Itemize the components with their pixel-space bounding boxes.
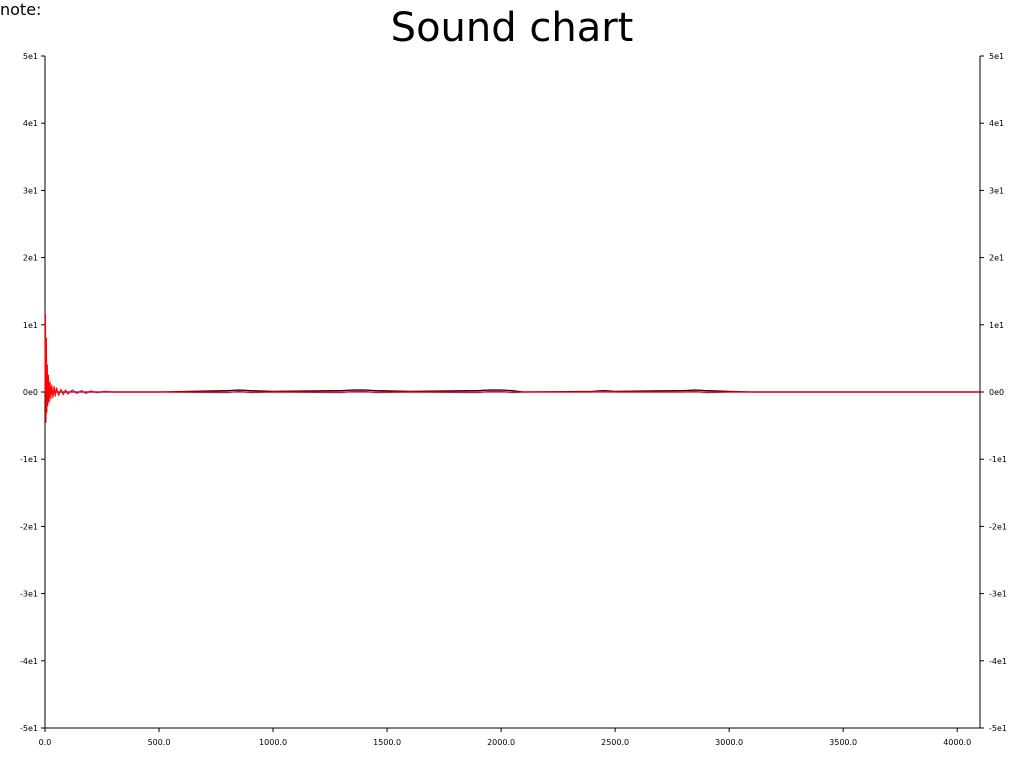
y-tick-label-left: -1e1 [20, 455, 38, 464]
y-tick-label-right: -4e1 [989, 657, 1007, 666]
series-line-2 [44, 314, 980, 423]
x-tick-label: 3000.0 [715, 738, 743, 747]
y-tick-label-right: 3e1 [989, 186, 1004, 195]
y-tick-label-right: 0e0 [989, 388, 1004, 397]
chart-title: Sound chart [390, 5, 634, 51]
x-tick-label: 2000.0 [487, 738, 515, 747]
y-tick-label-left: 4e1 [23, 119, 38, 128]
chart-axes: 5e1 5e1 4e1 4e1 3e1 3e1 2e1 2e1 1e1 1e1 0e0 0e0 -1e1… [20, 52, 1007, 747]
chart-series-group [44, 314, 980, 423]
y-tick-label-left: 5e1 [23, 52, 38, 61]
y-tick-label-left: 3e1 [23, 186, 38, 195]
x-tick-label: 4000.0 [943, 738, 971, 747]
y-tick-label-left: -4e1 [20, 657, 38, 666]
y-tick-label-right: 1e1 [989, 321, 1004, 330]
y-tick-label-left: 1e1 [23, 321, 38, 330]
y-tick-label-left: 0e0 [23, 388, 38, 397]
y-tick-label-right: -3e1 [989, 590, 1007, 599]
x-tick-label: 3500.0 [829, 738, 857, 747]
note-label: note: [0, 0, 42, 19]
y-tick-label-left: 2e1 [23, 254, 38, 263]
y-tick-label-right: -5e1 [989, 724, 1007, 733]
series-line-0 [45, 389, 980, 393]
y-tick-label-left: -2e1 [20, 522, 38, 531]
y-tick-label-right: 4e1 [989, 119, 1004, 128]
y-tick-label-left: -5e1 [20, 724, 38, 733]
x-tick-label: 1000.0 [259, 738, 287, 747]
series-line-1 [45, 390, 980, 394]
x-tick-label: 2500.0 [601, 738, 629, 747]
y-tick-label-right: -2e1 [989, 522, 1007, 531]
y-tick-label-left: -3e1 [20, 590, 38, 599]
y-tick-label-right: 5e1 [989, 52, 1004, 61]
x-tick-label: 0.0 [39, 738, 52, 747]
x-tick-label: 1500.0 [373, 738, 401, 747]
y-tick-label-right: 2e1 [989, 254, 1004, 263]
x-tick-label: 500.0 [148, 738, 171, 747]
y-tick-label-right: -1e1 [989, 455, 1007, 464]
